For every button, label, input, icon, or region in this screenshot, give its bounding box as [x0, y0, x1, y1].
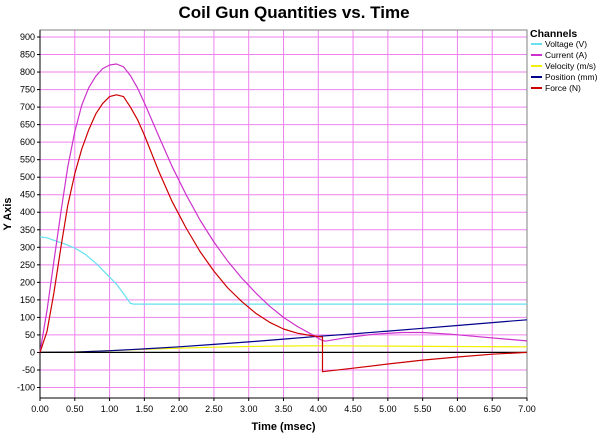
y-tick-label: 0 [30, 347, 35, 357]
series-lines [39, 63, 528, 373]
legend-item-label: Voltage (V) [545, 39, 587, 49]
x-tick-label: 6.50 [483, 404, 501, 414]
y-tick-labels: 9008508007507006506005505004504003503002… [17, 32, 40, 392]
y-tick-label: 100 [20, 312, 35, 322]
x-tick-label: 6.00 [449, 404, 467, 414]
x-tick-label: 3.00 [240, 404, 258, 414]
y-tick-label: 150 [20, 295, 35, 305]
y-tick-label: 400 [20, 207, 35, 217]
y-tick-label: -100 [17, 382, 35, 392]
y-tick-label: 700 [20, 102, 35, 112]
y-tick-label: 600 [20, 137, 35, 147]
series-line-voltage-v [39, 236, 527, 305]
legend-title: Channels [530, 28, 577, 40]
gridlines [39, 30, 528, 398]
x-tick-label: 4.00 [310, 404, 328, 414]
x-tick-label: 1.50 [136, 404, 154, 414]
x-tick-label: 5.00 [379, 404, 397, 414]
y-tick-label: 450 [20, 190, 35, 200]
legend-item-label: Velocity (m/s) [545, 61, 596, 71]
x-tick-label: 4.50 [344, 404, 362, 414]
series-line-position-mm [39, 319, 528, 353]
y-tick-label: 200 [20, 277, 35, 287]
x-tick-label: 0.50 [66, 404, 84, 414]
series-line-current-a [39, 63, 528, 353]
x-tick-label: 3.50 [275, 404, 293, 414]
y-tick-label: 300 [20, 242, 35, 252]
x-tick-label: 0.00 [31, 404, 49, 414]
y-tick-label: 800 [20, 67, 35, 77]
y-tick-label: -50 [22, 365, 35, 375]
y-tick-label: 850 [20, 50, 35, 60]
y-tick-label: 500 [20, 172, 35, 182]
y-axis-label: Y Axis [2, 197, 14, 230]
x-tick-labels: 0.00 0.50 1.00 1.50 2.00 2.50 3.00 3.50 4.00 4.50… [31, 398, 536, 414]
y-tick-label: 550 [20, 155, 35, 165]
y-tick-label: 250 [20, 260, 35, 270]
legend-item-label: Force (N) [545, 83, 581, 93]
x-tick-label: 1.00 [101, 404, 119, 414]
y-tick-label: 750 [20, 85, 35, 95]
series-line-force-n [39, 94, 528, 373]
legend: Channels Voltage (V)Current (A)Velocity … [530, 28, 598, 93]
y-tick-label: 350 [20, 225, 35, 235]
legend-item-label: Current (A) [545, 50, 587, 60]
x-tick-label: 2.50 [205, 404, 223, 414]
x-axis-label: Time (msec) [252, 421, 316, 433]
y-tick-label: 50 [25, 330, 35, 340]
x-tick-label: 2.00 [170, 404, 188, 414]
x-tick-label: 7.00 [518, 404, 536, 414]
y-tick-label: 900 [20, 32, 35, 42]
chart-title: Coil Gun Quantities vs. Time [178, 3, 409, 22]
y-tick-label: 650 [20, 120, 35, 130]
x-tick-label: 5.50 [414, 404, 432, 414]
legend-item-label: Position (mm) [545, 72, 598, 82]
